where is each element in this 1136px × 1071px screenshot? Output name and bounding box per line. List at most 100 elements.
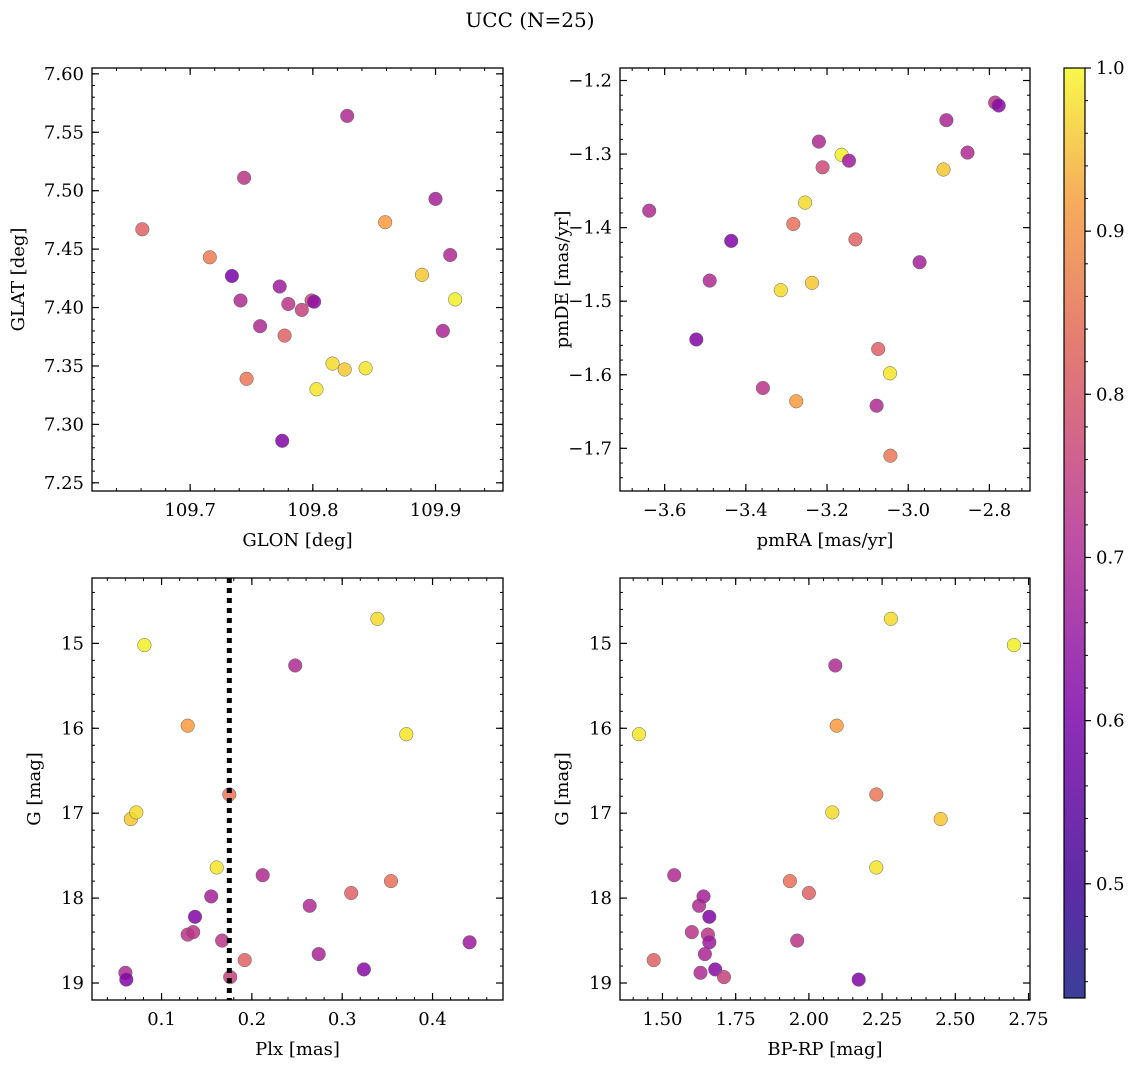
y-tick-label: −1.3 — [568, 144, 612, 165]
colorbar-tick-label: 0.6 — [1096, 711, 1125, 732]
x-tick-label: −3.4 — [724, 500, 768, 521]
data-point — [871, 341, 886, 357]
data-point — [790, 933, 805, 948]
data-point — [684, 925, 699, 940]
data-point — [631, 727, 647, 742]
data-point — [825, 805, 840, 820]
data-point — [667, 868, 682, 883]
x-axis-label: GLON [deg] — [242, 530, 352, 551]
x-axis-label: BP-RP [mag] — [767, 1039, 882, 1060]
panel-color-g: 1.50 1.75 2.00 2.25 2.50 2.75 15 16 17 18 19 BP-RP … — [552, 577, 1049, 1060]
data-point — [801, 885, 816, 901]
data-point — [277, 328, 292, 343]
data-point — [815, 160, 830, 175]
data-point — [702, 935, 717, 950]
x-tick-label: 1.75 — [716, 1009, 756, 1030]
y-tick-label: 15 — [61, 633, 84, 654]
colorbar: 0.5 0.6 0.7 0.8 0.9 1.0 — [1063, 58, 1125, 999]
data-point — [344, 885, 359, 901]
colorbar-tick-label: 1.0 — [1096, 58, 1125, 79]
data-point — [135, 222, 150, 237]
data-point — [309, 382, 324, 397]
x-axis-label: pmRA [mas/yr] — [757, 530, 894, 551]
data-point — [383, 874, 399, 889]
x-tick-label: 2.75 — [1008, 1009, 1048, 1030]
data-point — [356, 962, 371, 977]
data-point — [311, 947, 326, 962]
data-point — [233, 293, 248, 308]
x-tick-label: 2.25 — [862, 1009, 902, 1030]
data-point — [275, 433, 290, 448]
data-point — [209, 860, 224, 875]
data-point — [462, 935, 477, 950]
data-point — [828, 658, 843, 673]
data-point — [307, 294, 322, 309]
panel-pm: −3.6 −3.4 −3.2 −3.0 −2.8 −1.7 −1.6 −1.5 −1.4 −1.3… — [552, 67, 1031, 551]
data-point — [325, 356, 340, 371]
y-tick-label: −1.7 — [568, 438, 612, 459]
data-point — [370, 611, 385, 626]
panel-plx-g: 0.1 0.2 0.3 0.4 15 16 17 18 19 Plx [mas] G [mag] — [24, 577, 504, 1060]
colorbar-ticks: 0.5 0.6 0.7 0.8 0.9 1.0 — [1085, 58, 1125, 983]
y-axis-label: pmDE [mas/yr] — [552, 211, 573, 349]
data-point — [642, 203, 657, 218]
data-point — [991, 98, 1006, 113]
data-point — [294, 302, 309, 317]
y-tick-label: 18 — [61, 888, 84, 909]
data-point — [137, 638, 152, 653]
y-axis-label: G [mag] — [552, 752, 573, 825]
axes-frame — [619, 577, 1031, 1001]
figure-title: UCC (N=25) — [465, 8, 594, 32]
data-point — [180, 718, 195, 733]
data-point — [912, 255, 927, 270]
y-tick-label: 15 — [589, 633, 612, 654]
data-point — [755, 380, 770, 396]
data-point — [869, 398, 884, 413]
y-tick-label: 16 — [589, 718, 612, 739]
data-point — [939, 113, 954, 128]
data-point — [841, 153, 857, 168]
colorbar-tick-label: 0.8 — [1096, 384, 1125, 405]
x-tick-label: −2.8 — [968, 500, 1012, 521]
data-point — [786, 216, 801, 232]
data-point — [302, 898, 317, 913]
data-point — [239, 371, 254, 386]
y-tick-label: 7.25 — [44, 473, 84, 494]
x-tick-label: 2.50 — [935, 1009, 975, 1030]
x-tick-label: 109.7 — [164, 500, 216, 521]
data-point — [237, 170, 252, 185]
y-tick-label: 18 — [589, 888, 612, 909]
data-point — [187, 909, 203, 924]
data-point — [646, 953, 661, 968]
data-point — [696, 889, 711, 904]
x-tick-label: −3.6 — [643, 500, 687, 521]
y-tick-label: 17 — [61, 803, 84, 824]
x-tick-label: 1.50 — [642, 1009, 682, 1030]
data-points — [118, 611, 477, 987]
axes-frame — [91, 577, 504, 1001]
data-point — [869, 787, 884, 802]
data-point — [119, 972, 134, 987]
colorbar-tick-label: 0.9 — [1096, 221, 1125, 242]
y-tick-label: 7.30 — [44, 414, 84, 435]
data-point — [204, 889, 219, 904]
y-tick-label: 17 — [589, 803, 612, 824]
data-point — [443, 247, 458, 263]
data-points — [642, 95, 1006, 463]
data-point — [689, 332, 704, 347]
data-point — [798, 195, 813, 210]
x-tick-label: 109.8 — [287, 500, 339, 521]
x-tick-label: −3.2 — [805, 500, 849, 521]
data-point — [724, 233, 739, 248]
data-point — [448, 292, 463, 307]
data-point — [716, 970, 732, 985]
colorbar-tick-label: 0.7 — [1096, 547, 1125, 568]
y-axis-label: GLAT [deg] — [8, 228, 29, 332]
data-point — [340, 108, 355, 123]
data-point — [399, 727, 414, 742]
panel-glon-glat: 109.7 109.8 109.9 7.25 7.30 7.35 7.40 7.45 7.50 7… — [8, 64, 504, 551]
x-tick-label: 0.2 — [238, 1009, 267, 1030]
data-point — [414, 267, 430, 282]
data-point — [773, 283, 788, 298]
